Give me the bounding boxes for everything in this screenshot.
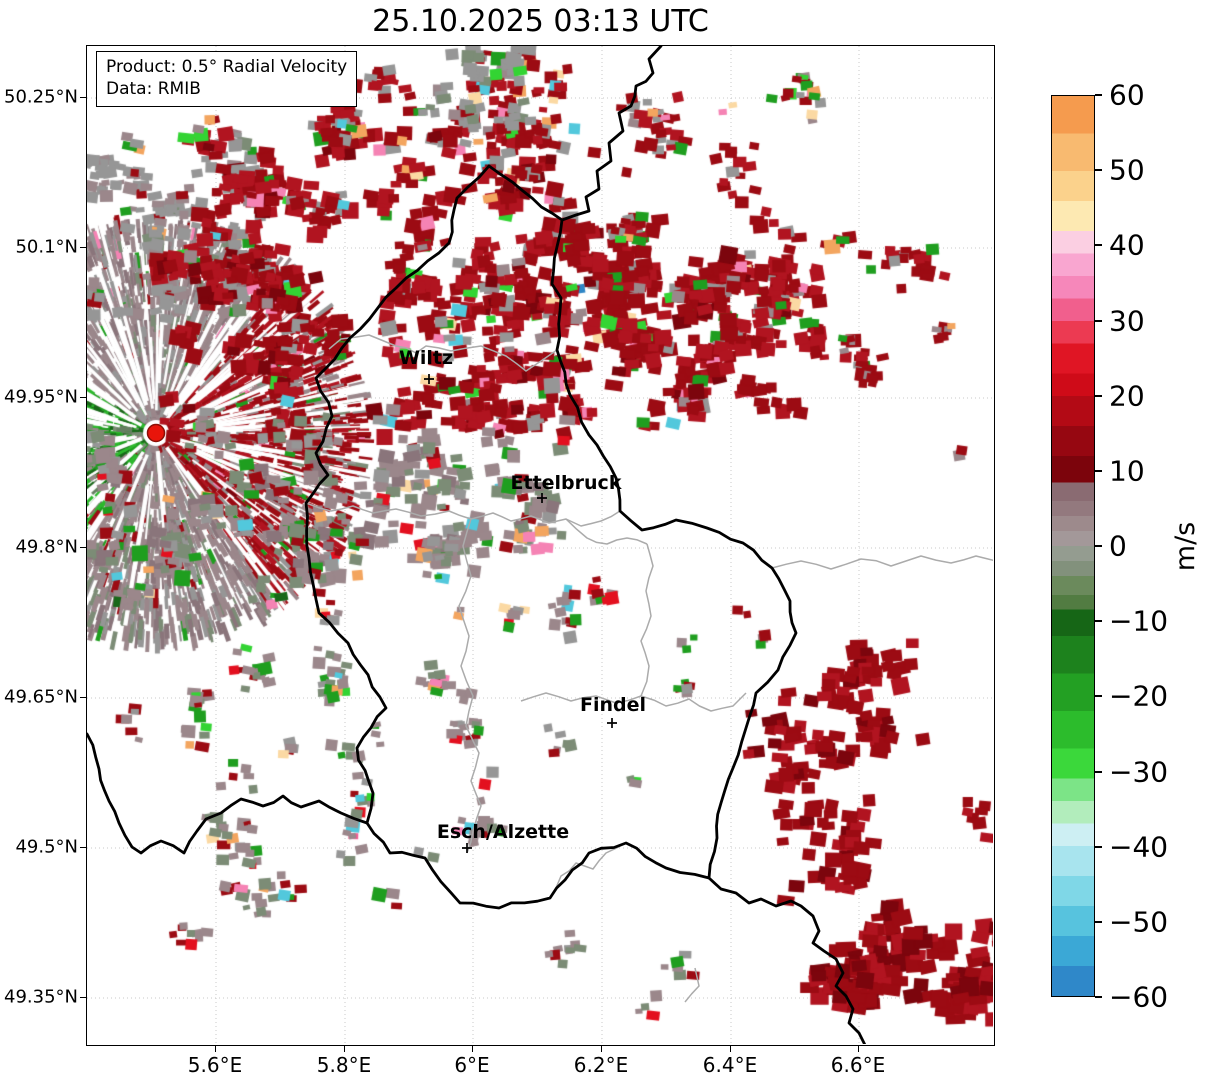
colorbar-tick — [1095, 394, 1102, 397]
lat-axis-tick — [80, 546, 86, 548]
colorbar-tick-label: −10 — [1109, 604, 1169, 638]
colorbar-tick — [1095, 319, 1102, 322]
city-label: Ettelbruck — [511, 472, 622, 494]
city-marker — [537, 493, 547, 503]
lon-axis-tick — [343, 1046, 345, 1052]
lon-tick-label: 6.4°E — [702, 1053, 758, 1077]
colorbar-gradient — [1051, 95, 1095, 997]
colorbar-tick — [1095, 920, 1102, 923]
city-label: Esch/Alzette — [437, 821, 569, 843]
lon-axis-tick — [600, 1046, 602, 1052]
colorbar-tick — [1095, 996, 1102, 998]
lon-axis-tick — [729, 1046, 731, 1052]
radar-site-dot — [146, 423, 166, 443]
district-border — [684, 967, 700, 1003]
country-border — [304, 164, 798, 910]
lat-tick-label: 49.5°N — [15, 836, 78, 858]
district-border — [640, 543, 654, 697]
colorbar-tick — [1095, 695, 1102, 698]
district-border — [328, 334, 558, 372]
city-marker — [424, 374, 434, 384]
district-border — [458, 518, 482, 854]
lat-tick-label: 49.8°N — [15, 536, 78, 558]
colorbar: 60 50 40 30 20 10 0 −10 −20 −30 −40 −50 −60 m/s — [1051, 79, 1207, 1014]
colorbar-tick-label: 20 — [1109, 379, 1145, 413]
colorbar-tick-label: 10 — [1109, 454, 1145, 488]
lon-axis-tick — [857, 1046, 859, 1052]
lat-axis-tick — [80, 246, 86, 248]
colorbar-tick — [1095, 545, 1102, 547]
city-marker — [462, 843, 472, 853]
lon-tick-label: 6.6°E — [830, 1053, 886, 1077]
city-label: Wiltz — [399, 347, 453, 369]
colorbar-unit-label: m/s — [1170, 521, 1202, 571]
lat-axis-tick — [80, 696, 86, 698]
product-info-box: Product: 0.5° Radial Velocity Data: RMIB — [96, 51, 358, 107]
colorbar-tick-label: −40 — [1109, 830, 1169, 864]
district-border — [549, 842, 627, 899]
colorbar-tick-label: −30 — [1109, 755, 1169, 788]
lat-tick-label: 49.35°N — [4, 986, 78, 1008]
colorbar-unit-wrap: m/s — [1169, 95, 1203, 997]
colorbar-tick-label: 60 — [1109, 78, 1145, 112]
lon-tick-label: 5.8°E — [316, 1053, 372, 1077]
lat-axis-tick — [80, 396, 86, 398]
city-label: Findel — [580, 694, 646, 716]
colorbar-tick — [1095, 469, 1102, 472]
figure-title: 25.10.2025 03:13 UTC — [372, 4, 709, 39]
colorbar-tick — [1095, 94, 1102, 96]
lon-tick-label: 6°E — [454, 1053, 490, 1077]
lon-tick-label: 5.6°E — [187, 1053, 243, 1077]
district-border — [565, 518, 648, 545]
country-border — [707, 876, 867, 1044]
lon-tick-label: 6.2°E — [573, 1053, 629, 1077]
country-border — [560, 46, 663, 222]
colorbar-tick-label: 50 — [1109, 153, 1145, 187]
lat-axis-tick — [80, 996, 86, 998]
colorbar-tick-label: −50 — [1109, 905, 1169, 939]
colorbar-tick — [1095, 169, 1102, 172]
colorbar-tick-label: 40 — [1109, 228, 1145, 262]
district-border — [771, 555, 993, 570]
map-overlay: Wiltz Ettelbruck Findel Esch/Alzette — [87, 46, 993, 1044]
product-label: Product: 0.5° Radial Velocity — [106, 57, 348, 77]
colorbar-tick — [1095, 244, 1102, 247]
map-plot: Wiltz Ettelbruck Findel Esch/Alzette — [86, 45, 995, 1046]
radar-field-canvas — [87, 46, 993, 1044]
city-marker — [607, 718, 617, 728]
colorbar-tick-label: 30 — [1109, 304, 1145, 337]
lat-tick-label: 49.95°N — [4, 386, 78, 408]
lat-axis-tick — [80, 96, 86, 98]
lat-tick-label: 50.25°N — [4, 86, 78, 108]
colorbar-tick-label: −20 — [1109, 679, 1169, 713]
lon-axis-tick — [214, 1046, 216, 1052]
country-border — [87, 732, 369, 855]
colorbar-tick-label: −60 — [1109, 980, 1169, 1014]
lon-axis-tick — [471, 1046, 473, 1052]
colorbar-tick-label: 0 — [1109, 529, 1127, 563]
lat-tick-label: 50.1°N — [15, 236, 78, 258]
lat-axis-tick — [80, 846, 86, 848]
data-source-label: Data: RMIB — [106, 79, 201, 100]
district-border — [520, 692, 747, 712]
colorbar-tick — [1095, 620, 1102, 623]
colorbar-tick — [1095, 845, 1102, 848]
district-border — [305, 502, 621, 527]
lat-tick-label: 49.65°N — [4, 686, 78, 708]
colorbar-tick — [1095, 770, 1102, 773]
